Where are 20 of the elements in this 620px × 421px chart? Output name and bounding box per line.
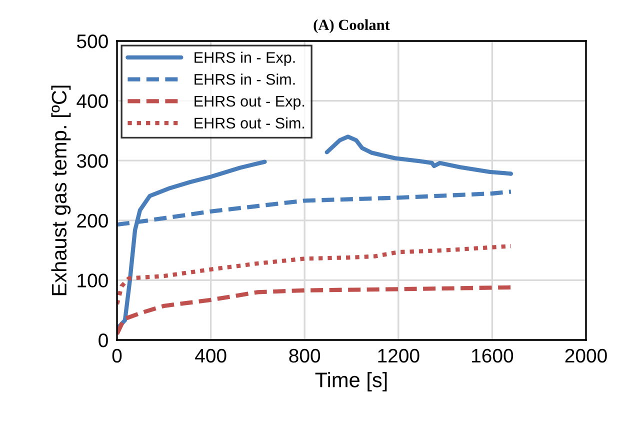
x-axis-title: Time [s] — [315, 372, 387, 392]
x-tick-label: 2000 — [565, 348, 607, 363]
legend-label: EHRS out - Sim. — [194, 117, 304, 129]
y-tick-label: 400 — [76, 94, 108, 108]
x-tick-label: 1600 — [472, 348, 514, 363]
y-tick-label: 0 — [98, 333, 108, 348]
legend-label: EHRS in - Sim. — [194, 74, 295, 85]
x-tick-label: 0 — [112, 348, 122, 363]
legend-label: EHRS in - Exp. — [194, 52, 295, 66]
y-tick-label: 500 — [77, 34, 108, 48]
y-tick-label: 200 — [77, 214, 108, 228]
line-series — [117, 244, 514, 306]
chart-title: (A) Coolant — [314, 19, 390, 34]
x-tick-label: 800 — [289, 348, 320, 363]
x-tick-label: 400 — [195, 348, 226, 363]
legend-label: EHRS out - Exp. — [194, 96, 304, 110]
y-tick-label: 100 — [78, 274, 108, 288]
y-axis-title: Exhaust gas temp. [ºC] — [51, 86, 71, 296]
x-tick-label: 1200 — [378, 348, 420, 363]
y-tick-label: 300 — [76, 154, 108, 168]
